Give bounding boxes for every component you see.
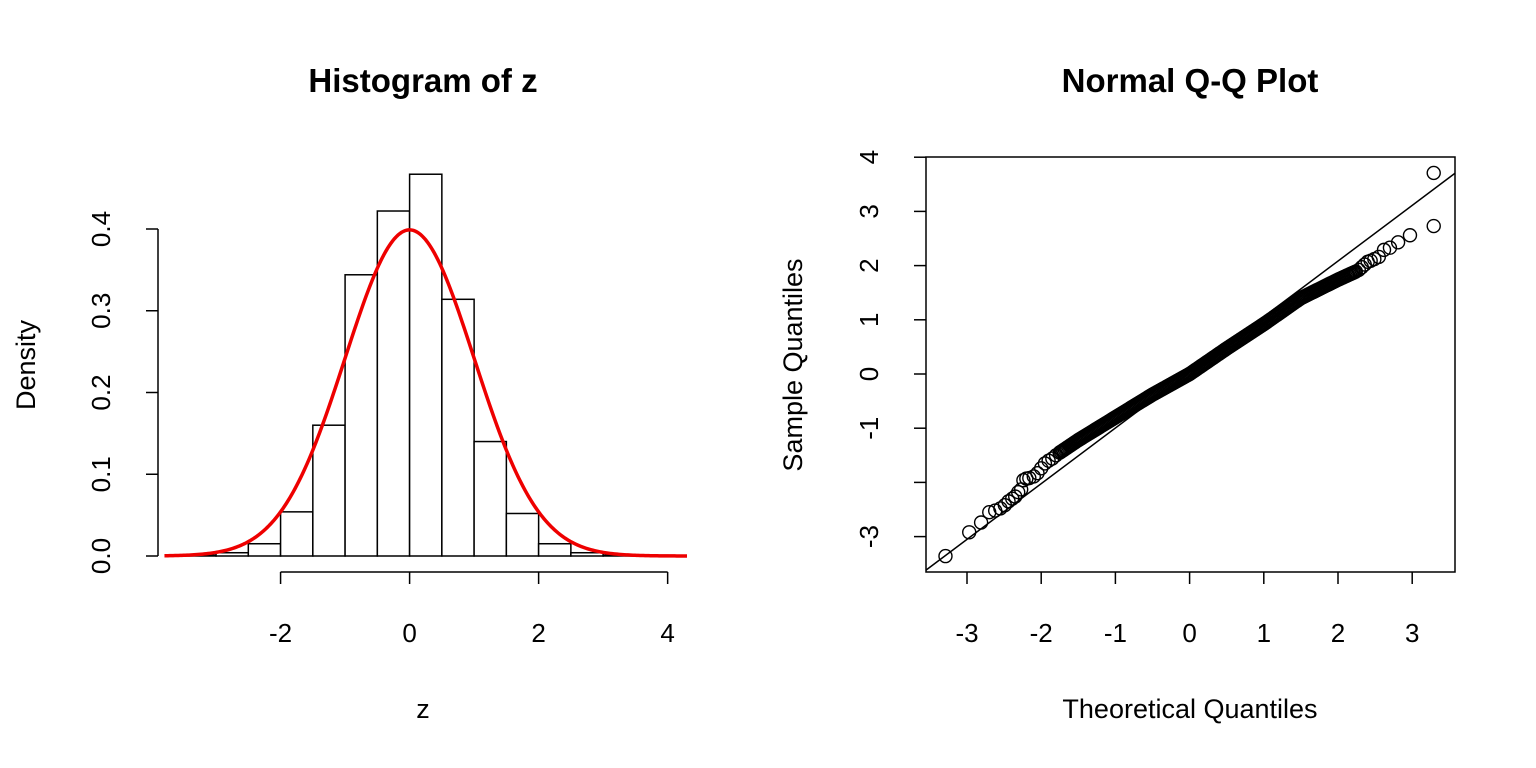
qq-point (993, 501, 1008, 516)
qq-plot-frame (925, 156, 1456, 573)
qq-point (1402, 228, 1418, 243)
histogram-bar (312, 424, 346, 557)
qq-x-tick-label: -3 (955, 618, 978, 648)
qq-point (1010, 484, 1026, 500)
qq-x-tick-label: 2 (1331, 618, 1345, 648)
qq-point (1048, 448, 1064, 463)
histogram-bar (279, 511, 314, 557)
qq-x-tick-label: 3 (1405, 618, 1419, 648)
histogram-bar (473, 440, 508, 557)
qq-title: Normal Q-Q Plot (1062, 62, 1319, 99)
qq-x-label: Theoretical Quantiles (1062, 694, 1317, 724)
qq-y-tick-label: 1 (854, 313, 884, 327)
histogram-y-tick-label: 0.4 (86, 211, 116, 247)
histogram-x-tick-label: 0 (402, 618, 416, 648)
qq-y-tick-label: 4 (854, 150, 884, 164)
histogram-x-tick-label: 4 (660, 618, 674, 648)
histogram-y-axis: 0.0 0.1 0.2 0.3 0.4 (86, 211, 159, 574)
histogram-bar (247, 542, 282, 557)
histogram-bar (344, 274, 379, 557)
histogram-panel: Histogram of z z Density -2 0 2 4 0.0 0.1 0.2… (11, 62, 688, 724)
normal-density-curve (164, 228, 688, 558)
qq-point (1033, 461, 1049, 476)
histogram-title: Histogram of z (308, 62, 537, 99)
histogram-y-tick-label: 0.1 (86, 456, 116, 492)
histogram-y-label: Density (11, 319, 41, 410)
qq-point (1016, 473, 1031, 488)
qq-y-tick-label: -1 (854, 417, 884, 440)
qq-point (1376, 242, 1392, 258)
qq-x-axis: -3 -2 -1 0 1 2 3 (955, 572, 1419, 648)
qq-point (1426, 218, 1441, 234)
histogram-bar (537, 542, 572, 557)
histogram-x-tick-label: 2 (531, 618, 545, 648)
histogram-y-tick-label: 0.2 (86, 374, 116, 410)
qq-point (1426, 165, 1441, 181)
qq-point (962, 525, 977, 540)
qq-point (1030, 465, 1045, 481)
qq-points (938, 165, 1441, 564)
qq-x-tick-label: 0 (1182, 618, 1196, 648)
histogram-bar (570, 551, 604, 557)
qq-point (1041, 453, 1056, 468)
qq-x-tick-label: 1 (1257, 618, 1271, 648)
qq-point (1037, 456, 1053, 471)
qq-x-tick-label: -1 (1104, 618, 1127, 648)
histogram-x-axis: -2 0 2 4 (269, 571, 675, 648)
qq-y-tick-label: 3 (854, 204, 884, 218)
histogram-x-label: z (416, 694, 430, 724)
histogram-y-tick-label: 0.3 (86, 293, 116, 329)
qq-point (1382, 240, 1398, 255)
qq-point (938, 548, 953, 564)
qq-y-tick-label: 0 (854, 367, 884, 381)
qq-x-tick-label: -2 (1030, 618, 1053, 648)
qq-y-label: Sample Quantiles (778, 258, 808, 471)
histogram-bar (376, 210, 411, 557)
qq-point (1026, 469, 1041, 484)
histogram-x-tick-label: -2 (269, 618, 292, 648)
qq-point (1390, 235, 1406, 250)
qq-y-axis: -3 -1 0 1 2 3 4 (854, 150, 926, 548)
histogram-bars (183, 173, 669, 557)
qq-point (973, 515, 989, 530)
qq-y-tick-label: 2 (854, 258, 884, 272)
histogram-y-tick-label: 0.0 (86, 538, 116, 574)
qq-point (1052, 445, 1067, 460)
qq-plot-panel: Normal Q-Q Plot Theoretical Quantiles Sa… (778, 62, 1456, 724)
histogram-bar (505, 512, 540, 557)
qq-y-tick-label: -3 (854, 525, 884, 548)
